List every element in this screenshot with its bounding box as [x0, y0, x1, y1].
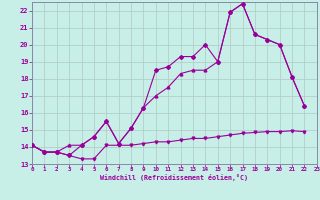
X-axis label: Windchill (Refroidissement éolien,°C): Windchill (Refroidissement éolien,°C): [100, 174, 248, 181]
